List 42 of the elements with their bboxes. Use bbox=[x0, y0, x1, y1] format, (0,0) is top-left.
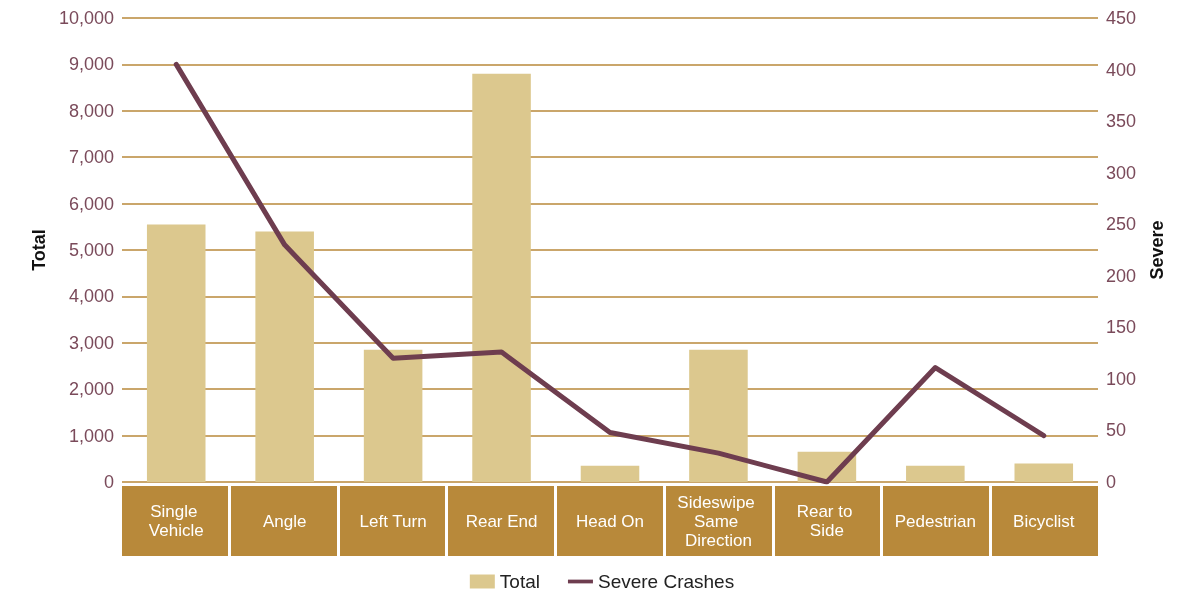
bar bbox=[255, 231, 314, 482]
y-axis-title: Total bbox=[29, 229, 50, 271]
y-tick-label: 8,000 bbox=[68, 100, 114, 121]
x-tick-label: Sideswipe Same Direction bbox=[677, 492, 760, 550]
bar bbox=[146, 224, 206, 482]
y-tick-label: 0 bbox=[103, 472, 114, 492]
legend-label: Severe Crashes bbox=[597, 571, 735, 592]
x-tick-label: Head On bbox=[575, 511, 645, 531]
x-tick-label: Left Turn bbox=[359, 511, 427, 531]
y2-tick-label: 50 bbox=[1106, 420, 1127, 441]
y2-tick-label: 400 bbox=[1106, 59, 1137, 80]
x-tick-label: Angle bbox=[262, 511, 307, 531]
y-tick-label: 6,000 bbox=[68, 193, 114, 214]
y-tick-label: 3,000 bbox=[68, 332, 114, 353]
bar bbox=[1014, 463, 1074, 482]
y2-tick-label: 200 bbox=[1106, 265, 1137, 286]
y2-tick-label: 150 bbox=[1106, 317, 1137, 338]
y2-tick-label: 300 bbox=[1106, 162, 1137, 183]
legend-label: Total bbox=[499, 571, 540, 592]
bar bbox=[363, 349, 423, 482]
y-tick-label: 10,000 bbox=[58, 8, 114, 28]
y-tick-label: 5,000 bbox=[68, 240, 114, 260]
y-tick-label: 7,000 bbox=[68, 147, 114, 168]
y2-tick-label: 100 bbox=[1106, 368, 1137, 389]
y2-tick-label: 450 bbox=[1106, 8, 1137, 28]
y-tick-label: 2,000 bbox=[68, 379, 114, 400]
y2-axis-title: Severe bbox=[1147, 220, 1167, 280]
bar bbox=[580, 465, 640, 482]
bar bbox=[906, 465, 965, 482]
y-tick-label: 9,000 bbox=[68, 54, 114, 75]
bar bbox=[689, 349, 748, 482]
y-tick-label: 1,000 bbox=[68, 425, 114, 446]
y2-tick-label: 350 bbox=[1106, 111, 1137, 132]
x-tick-label: Bicyclist bbox=[1013, 511, 1075, 531]
bar bbox=[472, 73, 531, 482]
y2-tick-label: 0 bbox=[1106, 472, 1117, 492]
x-tick-label: Single Vehicle bbox=[148, 502, 204, 540]
x-tick-label: Rear End bbox=[465, 511, 538, 531]
x-tick-label: Pedestrian bbox=[894, 511, 976, 531]
y2-tick-label: 250 bbox=[1106, 214, 1137, 235]
y-tick-label: 4,000 bbox=[68, 286, 114, 307]
x-tick-label: Rear to Side bbox=[796, 502, 858, 540]
